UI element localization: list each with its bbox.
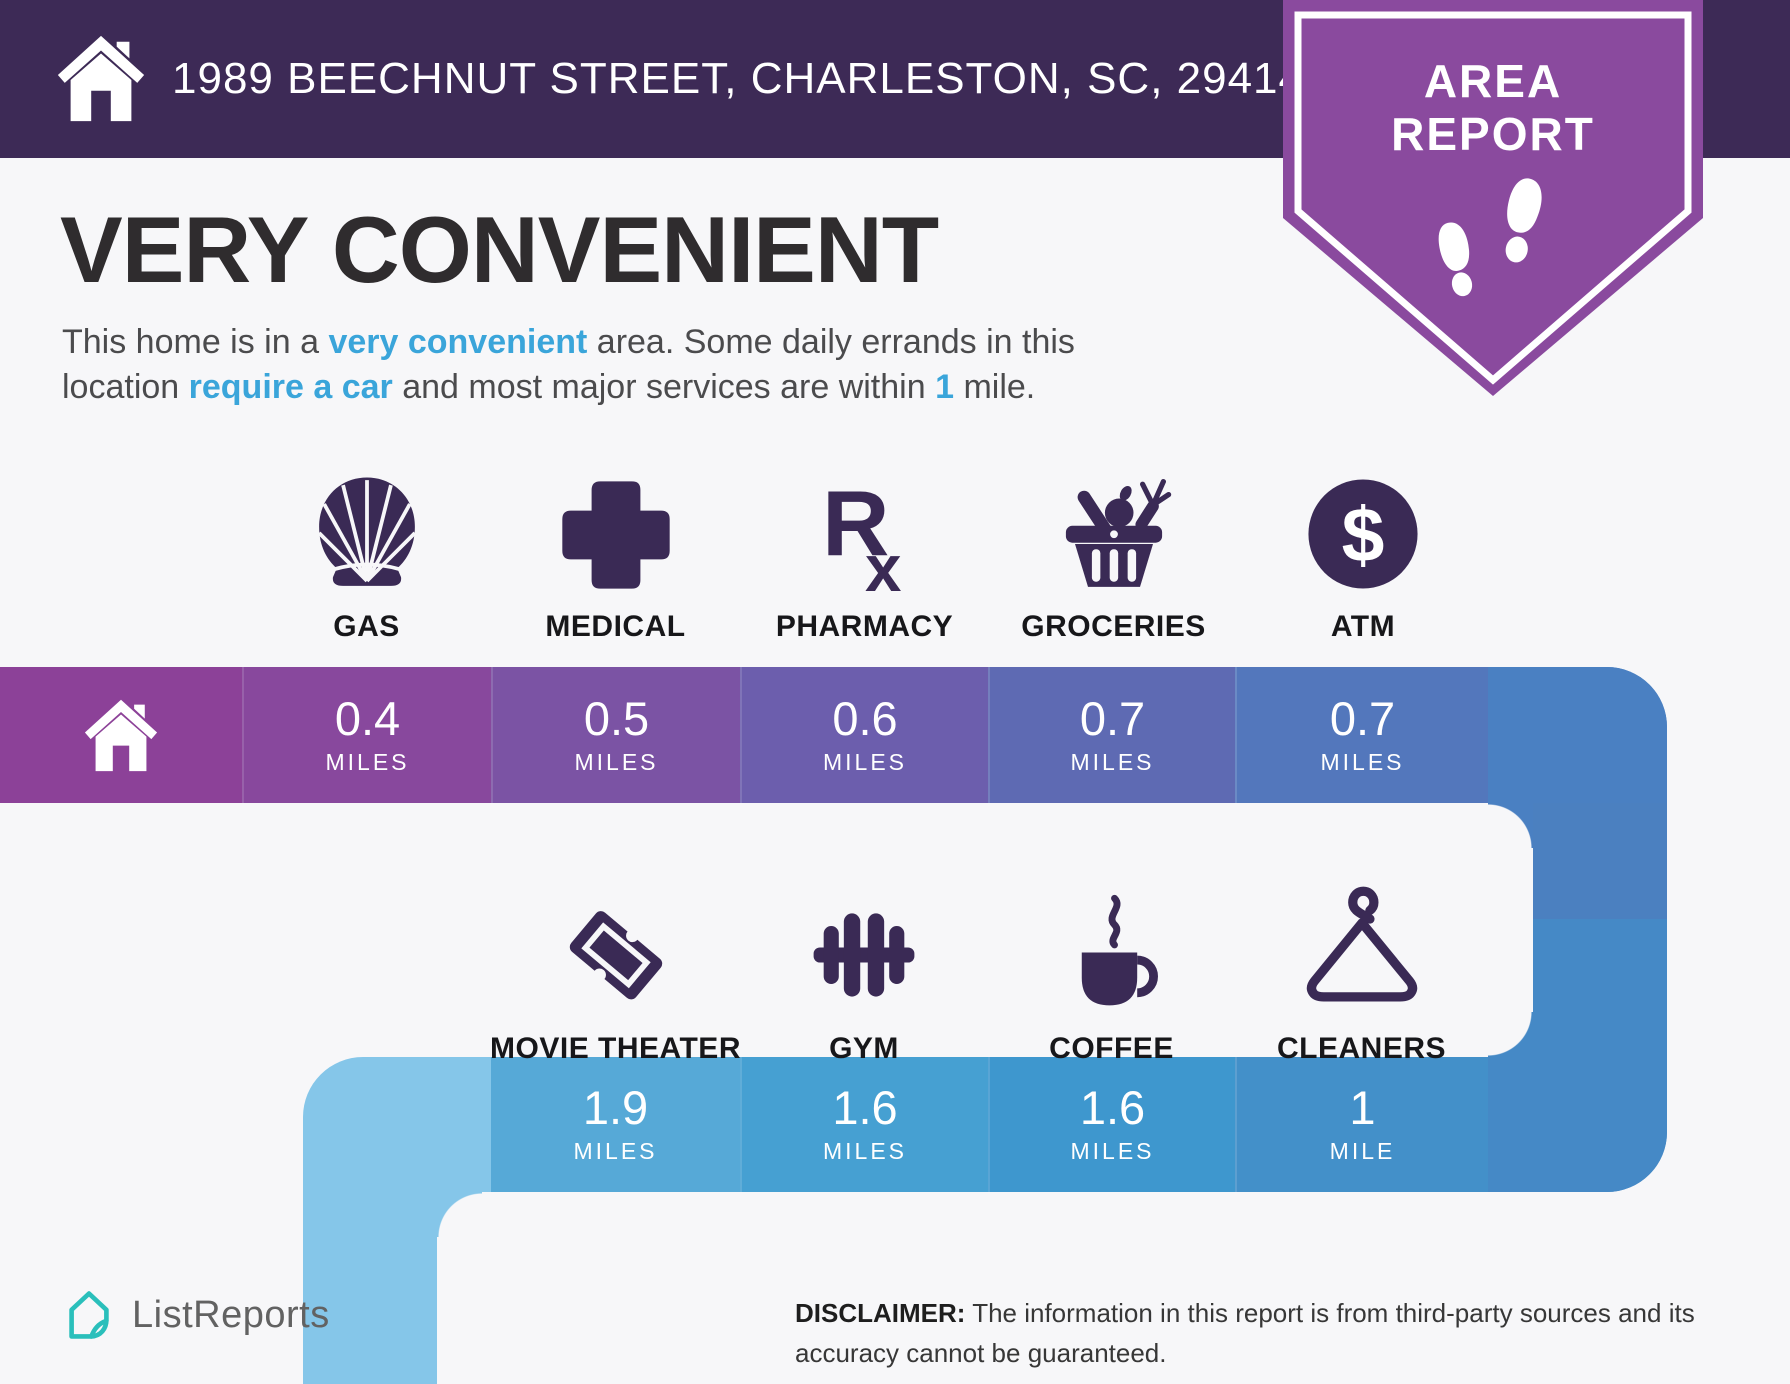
service-label: PHARMACY: [775, 610, 954, 643]
services-row-2: MOVIE THEATER GYM: [490, 884, 1488, 1066]
service-label: COFFEE: [1049, 1032, 1174, 1065]
distance-segment: 0.6 MILES: [740, 667, 988, 803]
disclaimer-label: DISCLAIMER:: [795, 1298, 966, 1328]
distance-segment: 1 MILE: [1235, 1057, 1488, 1192]
distance-unit: MILES: [573, 1138, 658, 1164]
service-groceries: GROCERIES: [989, 462, 1238, 644]
distance-unit: MILES: [325, 748, 410, 775]
distance-unit: MILE: [1329, 1138, 1396, 1164]
service-gym: GYM: [740, 884, 988, 1066]
listreports-house-icon: [69, 1291, 109, 1339]
distance-segment: 0.4 MILES: [242, 667, 491, 803]
service-label: GYM: [829, 1032, 899, 1065]
home-icon: [84, 699, 158, 772]
medical-cross-icon: [555, 462, 677, 596]
area-report-badge: AREA REPORT: [1283, 0, 1703, 396]
distance-value: 1.9: [582, 1081, 649, 1134]
distance-value: 1.6: [832, 1081, 898, 1134]
path-turn-segment: [303, 1057, 491, 1192]
service-cleaners: CLEANERS: [1235, 884, 1488, 1066]
distance-segment: 0.7 MILES: [988, 667, 1235, 803]
description-text: This home is in a: [62, 323, 329, 361]
svg-text:$: $: [1342, 492, 1385, 578]
service-label: GAS: [333, 610, 400, 643]
distance-bar-2: 1.9 MILES 1.6 MILES 1.6 MILES 1 MILE: [303, 1057, 1667, 1192]
distance-value: 0.4: [334, 691, 401, 745]
dollar-circle-icon: $: [1301, 462, 1425, 596]
distance-unit: MILES: [574, 748, 659, 775]
service-movie-theater: MOVIE THEATER: [490, 884, 741, 1066]
distance-segment: 1.6 MILES: [740, 1057, 988, 1192]
path-inner-corner: [437, 1192, 482, 1237]
distance-value: 1.6: [1079, 1081, 1146, 1134]
service-pharmacy: R x PHARMACY: [740, 462, 989, 644]
svg-text:R: R: [822, 472, 889, 576]
distance-segment: 0.7 MILES: [1235, 667, 1488, 803]
disclaimer-text: The information in this report is from t…: [795, 1298, 1695, 1368]
brand-name: ListReports: [132, 1293, 330, 1336]
path-turn-segment: [1488, 1057, 1667, 1192]
distance-value: 1: [1349, 1081, 1376, 1134]
distance-segment: 1.6 MILES: [988, 1057, 1235, 1192]
description-text: area. Some daily errands in this locatio…: [62, 323, 1075, 406]
distance-value: 0.6: [832, 691, 898, 745]
service-label: MOVIE THEATER: [490, 1032, 741, 1065]
distance-value: 0.5: [583, 691, 650, 745]
page-title: VERY CONVENIENT: [60, 197, 939, 302]
distance-value: 0.7: [1329, 691, 1396, 745]
highlighted-text: 1: [935, 368, 954, 406]
description-text: and most major services are within: [392, 368, 936, 406]
convenience-description: This home is in a very convenient area. …: [62, 320, 1142, 410]
service-gas: GAS: [242, 462, 491, 644]
service-medical: MEDICAL: [491, 462, 740, 644]
home-segment: [0, 667, 242, 803]
listreports-logo: ListReports: [60, 1286, 330, 1344]
badge-line2: REPORT: [1391, 108, 1595, 160]
hanger-icon: [1296, 884, 1428, 1018]
distance-unit: MILES: [1320, 748, 1405, 775]
distance-unit: MILES: [822, 1138, 908, 1164]
rx-icon: R x: [802, 462, 928, 596]
distance-segment: 0.5 MILES: [491, 667, 740, 803]
highlighted-text: very convenient: [328, 323, 588, 361]
coffee-cup-icon: [1049, 884, 1175, 1018]
services-row-1: GAS MEDICAL R x PHARMACY: [242, 462, 1488, 644]
highlighted-text: require a car: [188, 368, 393, 406]
home-icon: [57, 35, 145, 122]
path-inner-corner: [1488, 803, 1533, 848]
description-text: mile.: [954, 368, 1036, 406]
svg-text:x: x: [865, 532, 901, 596]
badge-line1: AREA: [1424, 55, 1562, 107]
service-label: ATM: [1330, 610, 1396, 643]
path-inner-corner: [1488, 1012, 1533, 1057]
path-turn-segment: [1488, 667, 1667, 803]
footprints-icon: [1438, 178, 1542, 297]
service-label: CLEANERS: [1276, 1032, 1446, 1065]
dumbbell-icon: [801, 884, 927, 1018]
service-label: MEDICAL: [545, 610, 686, 643]
distance-value: 0.7: [1079, 691, 1146, 745]
service-label: GROCERIES: [1021, 610, 1206, 643]
distance-unit: MILES: [1070, 748, 1155, 775]
grocery-basket-icon: [1049, 462, 1179, 596]
property-address: 1989 BEECHNUT STREET, CHARLESTON, SC, 29…: [172, 54, 1304, 103]
distance-bar-1: 0.4 MILES 0.5 MILES 0.6 MILES 0.7 MILES …: [0, 667, 1667, 803]
service-atm: $ ATM: [1238, 462, 1488, 644]
distance-unit: MILES: [822, 748, 908, 775]
distance-unit: MILES: [1070, 1138, 1155, 1164]
service-coffee: COFFEE: [988, 884, 1235, 1066]
ticket-icon: [552, 884, 680, 1018]
distance-segment: 1.9 MILES: [491, 1057, 740, 1192]
disclaimer: DISCLAIMER: The information in this repo…: [795, 1293, 1755, 1373]
shell-gas-icon: [304, 462, 430, 596]
